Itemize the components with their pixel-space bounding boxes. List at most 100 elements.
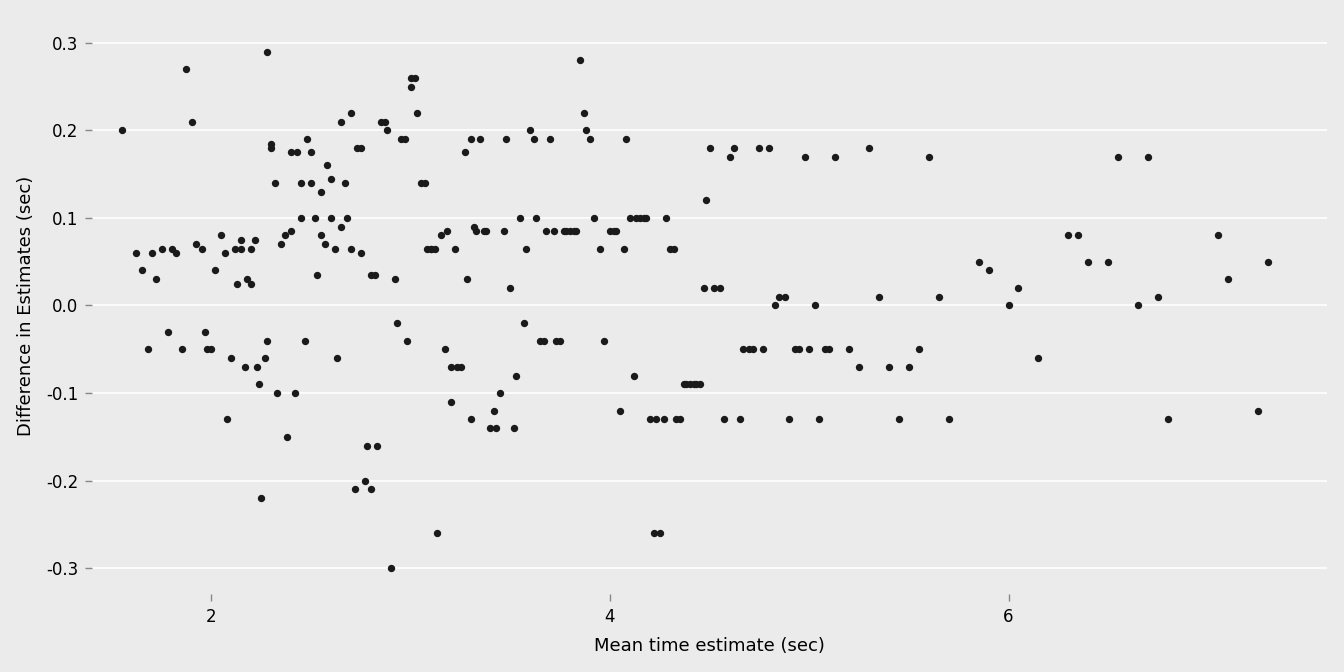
Point	[175, 64, 196, 75]
Point	[789, 344, 810, 355]
Point	[526, 212, 547, 223]
Point	[918, 151, 939, 162]
Point	[386, 318, 407, 329]
Point	[732, 344, 754, 355]
Point	[605, 226, 626, 237]
Point	[237, 274, 258, 285]
Point	[774, 292, 796, 302]
Point	[351, 247, 372, 258]
Point	[294, 335, 316, 346]
Point	[859, 142, 880, 153]
Point	[314, 239, 336, 249]
Point	[620, 212, 641, 223]
Point	[609, 405, 630, 416]
Point	[464, 221, 485, 232]
Point	[599, 226, 621, 237]
Point	[708, 283, 730, 294]
Point	[277, 431, 298, 442]
Point	[749, 142, 770, 153]
Point	[520, 125, 542, 136]
Point	[460, 414, 481, 425]
Point	[616, 134, 637, 144]
Point	[489, 388, 511, 398]
Point	[394, 134, 415, 144]
Point	[723, 142, 745, 153]
Point	[446, 362, 468, 372]
Point	[624, 370, 645, 381]
Point	[137, 344, 159, 355]
Point	[250, 493, 271, 503]
Point	[376, 125, 398, 136]
Point	[274, 230, 296, 241]
Point	[997, 300, 1019, 311]
Point	[589, 243, 610, 254]
Point	[1128, 300, 1149, 311]
Point	[513, 318, 535, 329]
Point	[516, 243, 538, 254]
Point	[695, 195, 716, 206]
Point	[141, 247, 163, 258]
Point	[978, 265, 1000, 276]
Point	[485, 423, 507, 433]
Point	[374, 116, 395, 127]
Point	[640, 414, 661, 425]
Point	[290, 212, 312, 223]
Point	[728, 414, 750, 425]
Point	[878, 362, 899, 372]
Point	[694, 283, 715, 294]
Point	[739, 344, 761, 355]
Point	[200, 344, 222, 355]
Point	[444, 243, 465, 254]
Point	[543, 226, 564, 237]
Point	[112, 125, 133, 136]
Point	[310, 230, 332, 241]
Point	[306, 269, 328, 280]
Point	[629, 212, 650, 223]
Point	[216, 414, 238, 425]
Point	[546, 335, 567, 346]
Point	[1098, 256, 1120, 267]
Point	[534, 335, 555, 346]
Point	[505, 370, 527, 381]
Point	[898, 362, 919, 372]
Point	[550, 335, 571, 346]
Point	[356, 440, 378, 451]
Point	[125, 247, 146, 258]
Point	[419, 243, 441, 254]
Point	[390, 134, 411, 144]
Point	[1247, 405, 1269, 416]
Point	[241, 278, 262, 289]
Point	[753, 344, 774, 355]
Point	[231, 243, 253, 254]
Point	[778, 414, 800, 425]
Point	[215, 247, 237, 258]
Point	[466, 226, 488, 237]
Point	[410, 177, 431, 188]
Point	[370, 116, 391, 127]
Point	[579, 134, 601, 144]
Point	[460, 134, 481, 144]
Point	[257, 46, 278, 57]
Point	[456, 274, 477, 285]
Point	[758, 142, 780, 153]
Point	[685, 379, 707, 390]
Point	[304, 212, 325, 223]
Point	[327, 353, 348, 364]
Point	[476, 226, 497, 237]
Point	[868, 292, 890, 302]
Point	[603, 226, 625, 237]
Point	[355, 475, 376, 486]
Point	[415, 243, 437, 254]
Point	[220, 353, 242, 364]
Point	[439, 362, 461, 372]
Point	[653, 414, 675, 425]
Point	[663, 243, 684, 254]
Point	[530, 335, 551, 346]
Point	[231, 235, 253, 245]
Point	[366, 440, 387, 451]
Point	[331, 221, 352, 232]
Point	[575, 125, 597, 136]
Point	[1257, 256, 1278, 267]
Point	[406, 108, 427, 118]
Point	[396, 335, 418, 346]
